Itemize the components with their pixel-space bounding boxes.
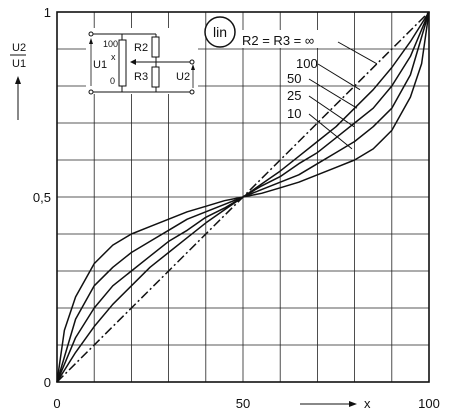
y-tick-label: 1 [44,5,51,20]
terminal-in-top [88,31,94,37]
resistor-r3 [151,66,160,88]
scale-badge-circle [204,16,236,48]
legend-leader-lines [308,41,378,150]
legend-label-100: 100 [296,56,318,71]
y-label-numerator: U2 [12,42,26,54]
wiper-arrow [130,59,136,65]
legend-leader-infinity [337,41,378,65]
resistor-r2 [151,36,160,58]
terminal-in-bottom [88,89,94,95]
scale-badge: lin [204,16,236,48]
circuit-inset: 100 0 x R2 R3 U1 U2 [86,28,198,95]
legend-leader-25 [308,95,355,128]
series-group [56,11,430,383]
pot-scale-bottom: 0 [110,76,115,86]
x-tick-label: 50 [236,396,250,411]
legend-leader-10 [308,113,353,150]
terminal-out-top [189,59,195,65]
x-axis-title: x [364,396,371,411]
legend-label-25: 25 [287,88,301,103]
x-axis-label: x [300,396,371,411]
x-tick-label: 0 [53,396,60,411]
x-tick-labels: 0 50 100 [53,396,439,411]
legend-label-10: 10 [287,106,301,121]
terminal-out-bottom [189,89,195,95]
y-tick-label: 0,5 [33,190,51,205]
legend-leader-50 [308,78,358,109]
y-tick-label: 0 [44,375,51,390]
pot-scale-top: 100 [103,39,118,49]
r3-label: R3 [134,71,148,83]
legend-leader-100 [317,63,361,91]
r2-label: R2 [134,42,148,54]
potentiometer [118,39,127,87]
scale-badge-text: lin [213,24,227,40]
plot-frame [56,11,430,383]
pot-wiper-label: x [111,52,116,62]
u2-label: U2 [176,71,190,83]
legend-title: R2 = R3 = ∞ [242,33,314,48]
y-label-denominator: U1 [12,58,26,70]
y-axis-label: U2 U1 [10,42,26,120]
series-line-10 [56,11,430,383]
y-axis-arrowhead [15,76,21,84]
y-tick-labels: 00,51 [33,5,51,390]
legend-label-50: 50 [287,71,301,86]
circuit-backdrop [86,28,198,94]
u1-label: U1 [93,59,107,71]
x-tick-label: 100 [418,396,440,411]
x-axis-arrowhead [349,401,357,407]
legend-title-backdrop [240,30,336,48]
